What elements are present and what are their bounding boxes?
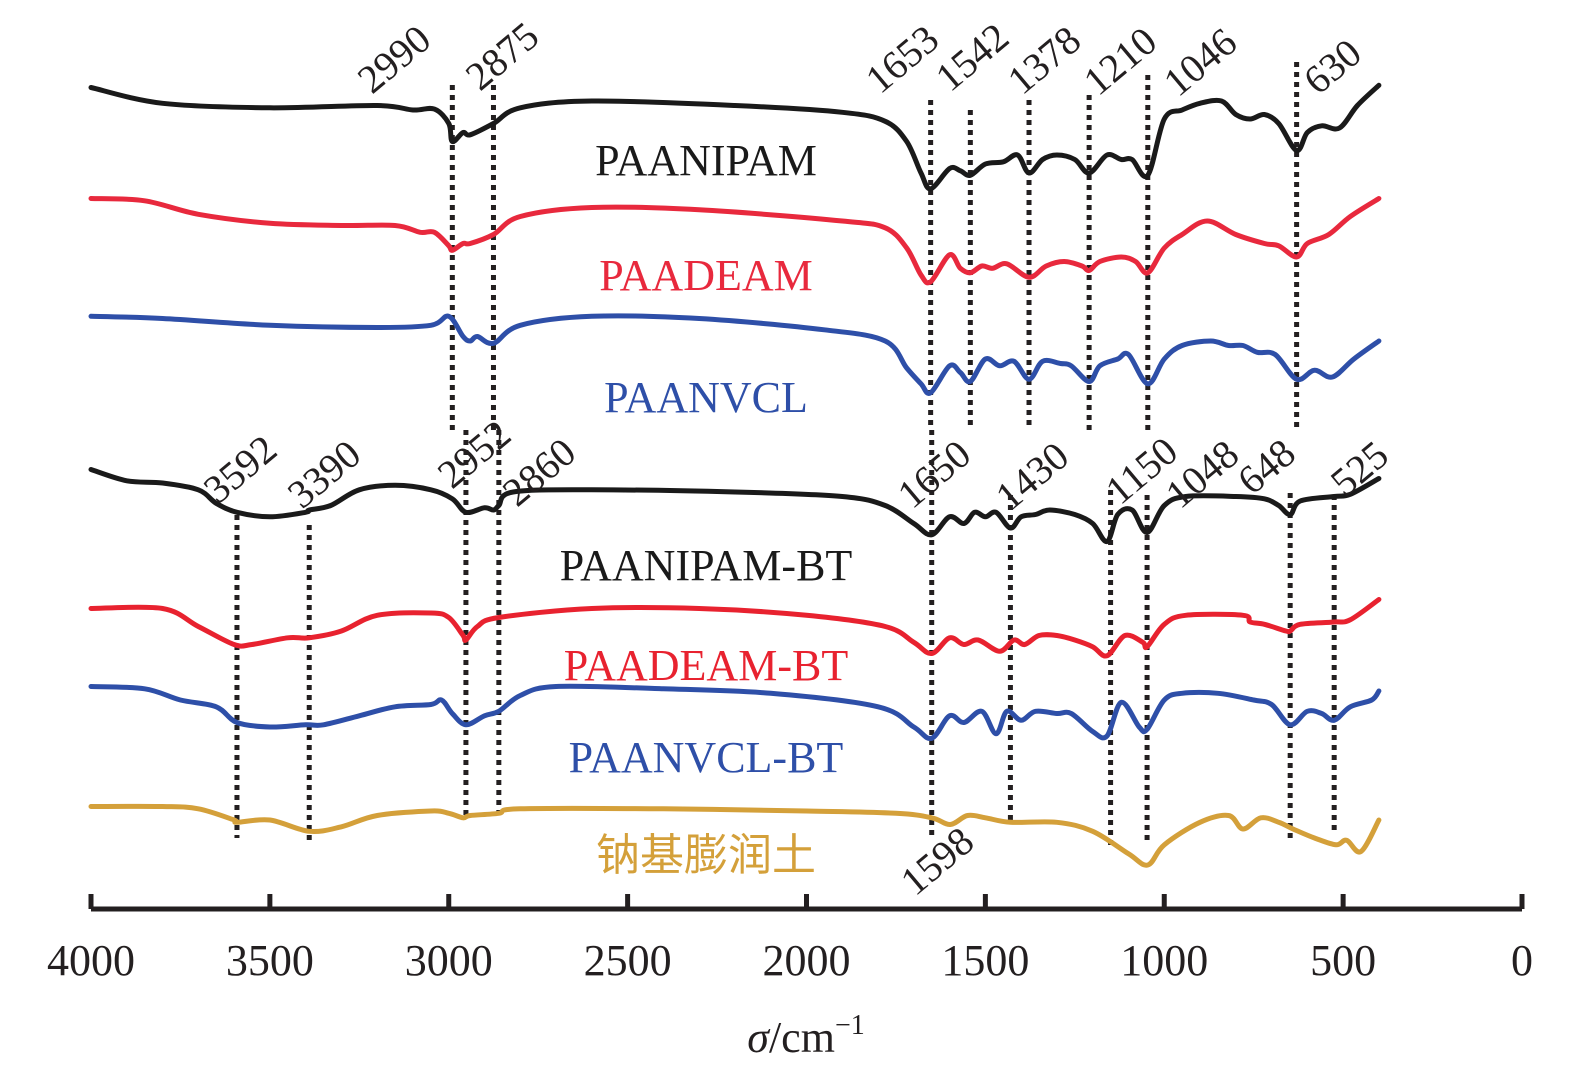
peak-label-1378: 1378 [999,17,1089,103]
series-label-3: PAANVCL [604,373,808,422]
series-curve-3 [88,313,1382,396]
x-axis: 4000 3500 3000 2500 2000 1500 1000 500 0 [47,894,1533,985]
peak-label-2990: 2990 [349,16,439,102]
peak-label-525: 525 [1322,432,1397,505]
series-label-1: PAANIPAM [595,136,817,185]
peak-guide-lines [234,62,1337,845]
series-label-5: PAADEAM-BT [564,641,849,690]
x-tick-label-1000: 1000 [1120,936,1208,985]
series-curve-1 [88,82,1382,192]
spectra-curves [88,82,1382,868]
series-curve-7 [88,803,1382,868]
peak-label-1430: 1430 [987,433,1077,519]
series-label-6: PAANVCL-BT [569,733,844,782]
peak-label-1210: 1210 [1075,18,1165,104]
x-axis-unit: /cm [769,1013,835,1062]
x-tick-label-1500: 1500 [941,936,1029,985]
peak-label-630: 630 [1295,30,1370,103]
series-label-4: PAANIPAM-BT [560,541,853,590]
series-label-2: PAADEAM [599,251,813,300]
peak-label-1598: 1598 [892,818,982,904]
x-tick-label-3000: 3000 [405,936,493,985]
peak-label-2875: 2875 [457,13,547,99]
series-labels: PAANIPAM PAADEAM PAANVCL PAANIPAM-BT PAADEAM… [560,136,853,880]
x-tick-label-0: 0 [1511,936,1533,985]
x-axis-title: σ/cm−1 [747,1010,864,1062]
peak-label-1046: 1046 [1155,19,1245,105]
series-label-7: 钠基膨润土 [596,831,816,880]
x-axis-exponent: −1 [835,1010,865,1041]
peak-label-648: 648 [1229,430,1304,503]
series-curve-5 [88,597,1382,659]
x-axis-symbol: σ [747,1013,771,1062]
series-curve-2 [88,196,1382,286]
x-tick-label-2000: 2000 [763,936,851,985]
peak-label-3390: 3390 [279,431,369,517]
x-tick-label-4000: 4000 [47,936,135,985]
x-tick-label-500: 500 [1310,936,1376,985]
x-tick-label-2500: 2500 [584,936,672,985]
x-tick-label-3500: 3500 [226,936,314,985]
series-curve-6 [88,683,1382,742]
series-curve-4 [88,467,1382,544]
peak-label-1542: 1542 [927,14,1017,100]
